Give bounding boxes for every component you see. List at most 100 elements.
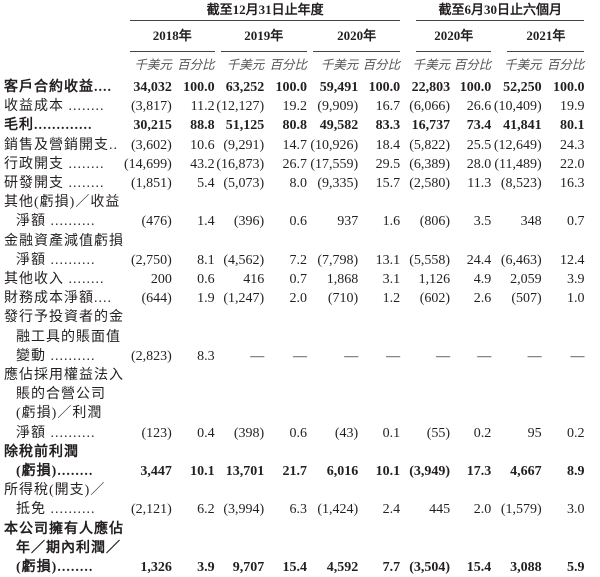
year-header-2018: 2018年 — [124, 21, 215, 52]
percent-cell: 0.6 — [289, 425, 307, 441]
unit-percent-label: 百分比 — [177, 58, 215, 72]
row-label: 銷售及營銷開支.. — [4, 137, 118, 153]
percent-cell: 0.2 — [473, 425, 492, 441]
percent-cell: 26.7 — [282, 156, 307, 172]
percent-cell: 10.1 — [375, 464, 401, 480]
row-label: 除稅前利潤 — [4, 444, 79, 460]
table-row: 收益成本 ........ (3,817) 11.2 (12,127) 19.2 (9,9… — [0, 97, 600, 116]
table-row: 客戶合約收益.... 34,032 100.0 63,252 100.0 59,491 10… — [0, 78, 600, 97]
amount-cell: (398) — [233, 425, 265, 441]
table-row-label-continuation: (虧損)／利潤 — [0, 404, 600, 423]
percent-cell: 1.4 — [197, 214, 215, 230]
percent-cell: — — [477, 348, 492, 364]
percent-cell: 83.3 — [375, 118, 401, 134]
percent-cell: 43.2 — [190, 156, 215, 172]
table-row: 淨額 .......... (2,750) 8.1 (4,562) 7.2 (7,798)… — [0, 251, 600, 270]
amount-cell: (3,949) — [409, 464, 451, 480]
percent-cell: 1.2 — [382, 291, 401, 307]
percent-cell: 100.0 — [368, 80, 401, 95]
amount-cell: 2,059 — [510, 272, 542, 288]
row-label: 毛利............. — [4, 118, 93, 134]
percent-cell: 2.0 — [473, 502, 492, 518]
amount-cell: (9,291) — [223, 137, 265, 153]
row-label: (虧損)........ — [16, 464, 94, 480]
amount-cell: (476) — [141, 214, 172, 230]
table-row: 淨額 .......... (123) 0.4 (398) 0.6 (43) 0.1 (55)… — [0, 424, 600, 443]
amount-cell: (12,649) — [493, 137, 542, 153]
amount-cell: (6,463) — [500, 252, 542, 268]
row-label: 行政開支 ........ — [4, 156, 105, 172]
percent-cell: 5.9 — [566, 560, 585, 576]
percent-cell: 1.9 — [197, 291, 215, 307]
unit-amount-label: 千美元 — [226, 58, 265, 72]
table-row-label-continuation: 除稅前利潤 — [0, 443, 600, 462]
percent-cell: 1.0 — [566, 291, 585, 307]
amount-cell: (6,066) — [409, 99, 451, 115]
row-label: 年／期內利潤／ — [16, 540, 121, 556]
unit-percent-label: 百分比 — [546, 58, 585, 72]
amount-cell: (10,926) — [310, 137, 359, 153]
amount-cell: 41,841 — [503, 118, 542, 134]
percent-cell: 73.4 — [466, 118, 492, 134]
amount-cell: (10,409) — [493, 99, 542, 115]
amount-cell: (5,558) — [409, 252, 451, 268]
table-row-label-continuation: 年／期內利潤／ — [0, 539, 600, 558]
amount-cell: 1,868 — [326, 272, 359, 288]
row-label: 融工具的賬面值 — [16, 329, 121, 345]
row-label: 金融資產減值虧損 — [4, 233, 124, 249]
year-header-2020: 2020年 — [307, 21, 401, 52]
amount-cell: (8,523) — [500, 176, 542, 192]
amount-cell: 22,803 — [411, 80, 451, 95]
amount-cell: (806) — [419, 214, 451, 230]
percent-cell: 10.6 — [190, 137, 215, 153]
table-row-label-continuation: 應佔採用權益法入 — [0, 366, 600, 385]
amount-cell: 1,326 — [140, 560, 172, 576]
row-label: (虧損)........ — [16, 560, 94, 576]
amount-cell: (3,602) — [131, 137, 172, 153]
percent-cell: 24.4 — [466, 252, 492, 268]
half-header-2020: 2020年 — [400, 21, 492, 52]
amount-cell: (3,817) — [131, 99, 172, 115]
table-row: 行政開支 ........ (14,699) 43.2 (16,873) 26.7 (17… — [0, 155, 600, 174]
percent-cell: 24.3 — [559, 137, 585, 153]
percent-cell: 15.4 — [282, 560, 307, 576]
amount-cell: (5,822) — [409, 137, 451, 153]
row-label: 淨額 .......... — [16, 425, 96, 441]
unit-percent-label: 百分比 — [453, 58, 492, 72]
table-row-label-continuation: 其他(虧損)／收益 — [0, 193, 600, 212]
amount-cell: 13,701 — [225, 464, 265, 480]
amount-cell: (7,798) — [317, 252, 359, 268]
percent-cell: — — [292, 348, 307, 364]
amount-cell: (5,073) — [223, 176, 265, 192]
percent-cell: 0.6 — [289, 214, 307, 230]
percent-cell: 5.4 — [197, 176, 215, 192]
amount-cell: 95 — [527, 425, 542, 441]
row-label: 研發開支 ........ — [4, 176, 105, 192]
amount-cell: 348 — [520, 214, 542, 230]
percent-cell: 7.2 — [289, 252, 307, 268]
unit-amount-label: 千美元 — [412, 58, 451, 72]
row-label: 變動 .......... — [16, 348, 96, 364]
amount-cell: (43) — [334, 425, 359, 441]
percent-cell: 2.4 — [382, 502, 401, 518]
percent-cell: 8.9 — [566, 464, 585, 480]
table-row-label-continuation: 融工具的賬面值 — [0, 328, 600, 347]
percent-cell: 0.4 — [197, 425, 215, 441]
amount-cell: (14,699) — [124, 156, 172, 172]
percent-cell: 25.5 — [466, 137, 492, 153]
amount-cell: 937 — [337, 214, 359, 230]
row-label: (虧損)／利潤 — [16, 406, 103, 422]
amount-cell: (12,127) — [216, 99, 265, 115]
amount-cell: — — [527, 348, 542, 364]
percent-cell: 19.9 — [559, 99, 585, 115]
percent-cell: 15.7 — [375, 176, 401, 192]
percent-cell: 100.0 — [459, 80, 492, 95]
percent-cell: 0.6 — [197, 272, 215, 288]
percent-cell: 100.0 — [275, 80, 307, 95]
percent-cell: 15.4 — [466, 560, 492, 576]
amount-cell: 30,215 — [133, 118, 172, 134]
row-label: 賬的合營公司 — [16, 387, 106, 403]
percent-cell: 11.2 — [190, 99, 215, 115]
amount-cell: (3,994) — [223, 502, 265, 518]
